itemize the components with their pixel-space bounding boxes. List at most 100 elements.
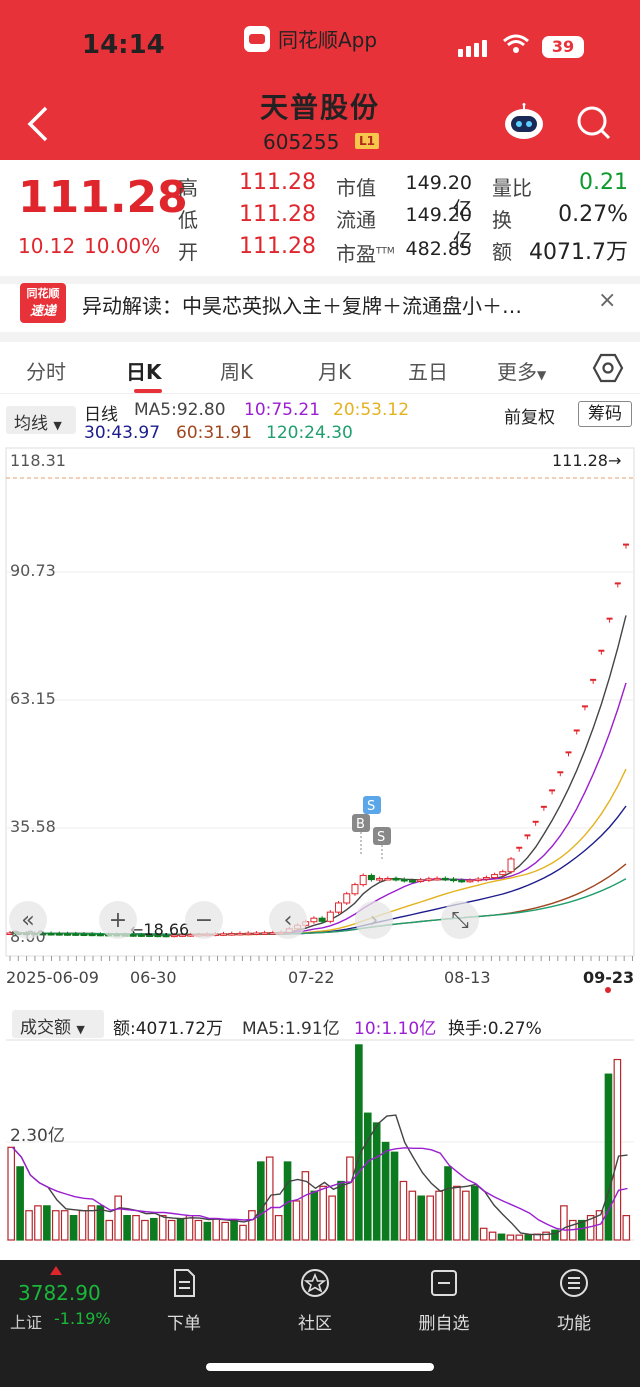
menu-icon <box>560 1269 588 1297</box>
next-button-bg <box>355 901 393 939</box>
indicator-dropdown-label: 均线 <box>14 414 48 434</box>
mcap-label: 市值 <box>336 176 376 200</box>
next-button-icon: › <box>370 908 379 933</box>
pan-left-button[interactable]: « <box>9 901 47 939</box>
candle <box>63 933 71 936</box>
candlestick-chart[interactable]: 118.31 90.73 63.15 35.58 8.00 111.28→ ←1… <box>0 446 640 1006</box>
home-indicator <box>206 1363 434 1371</box>
zoom-out-button-icon: − <box>195 908 213 933</box>
tab-day-k[interactable]: 日K <box>126 360 162 384</box>
pe-label-text: 市盈 <box>336 242 376 266</box>
candle <box>170 934 178 938</box>
volume-bar <box>105 1219 114 1241</box>
candle <box>326 911 334 922</box>
nav-remove-watchlist[interactable]: 删自选 <box>394 1268 494 1334</box>
y-label-3: 63.15 <box>10 689 56 708</box>
last-price: 111.28 <box>18 172 188 223</box>
back-icon[interactable] <box>24 104 54 144</box>
high-label: 高 <box>178 176 198 200</box>
tab-week-k[interactable]: 周K <box>220 360 254 384</box>
tab-five-day[interactable]: 五日 <box>408 360 448 384</box>
prev-button-icon: ‹ <box>284 908 293 933</box>
y-label-2: 90.73 <box>10 561 56 580</box>
candle <box>343 893 351 904</box>
news-logo-bottom: 速递 <box>29 304 56 319</box>
chips-button[interactable]: 筹码 <box>578 401 632 427</box>
volume-bar <box>212 1217 221 1241</box>
volume-bar <box>542 1231 550 1241</box>
signal-icon <box>458 40 487 57</box>
turnover-value: 0.27% <box>558 202 628 227</box>
x-label-end: 09-23 <box>583 968 634 987</box>
zoom-in-button[interactable]: + <box>99 901 137 939</box>
volume-ma-line <box>11 1146 628 1231</box>
news-banner[interactable] <box>0 276 640 332</box>
candle <box>376 878 384 881</box>
ai-assistant-icon[interactable] <box>503 103 545 141</box>
volume-bar <box>132 1215 140 1241</box>
volume-bar <box>488 1231 497 1241</box>
y-label-4: 35.58 <box>10 817 56 836</box>
ma120-value: 120:24.30 <box>266 423 353 443</box>
ma-line <box>9 615 627 936</box>
fullscreen-button-icon: ⤡ <box>451 908 469 933</box>
volume-bar <box>390 1151 399 1241</box>
nav-community[interactable]: 社区 <box>265 1268 365 1334</box>
stock-code: 605255 <box>263 130 340 154</box>
nav-order-label: 下单 <box>167 1314 201 1334</box>
candle <box>129 934 137 937</box>
volume-bar <box>96 1205 105 1241</box>
candle <box>154 934 162 938</box>
volume-bar <box>622 1215 631 1241</box>
volume-dropdown[interactable]: 成交额 ▼ <box>12 1010 104 1038</box>
tab-intraday[interactable]: 分时 <box>26 360 66 384</box>
vol-turnover: 换手:0.27% <box>448 1019 542 1039</box>
amount-label: 额 <box>492 240 512 264</box>
tab-more[interactable]: 更多▼ <box>497 356 546 385</box>
quote-panel <box>0 160 640 270</box>
app-name: 同花顺App <box>278 28 378 52</box>
next-button[interactable]: › <box>355 901 393 939</box>
zoom-out-button[interactable]: − <box>185 901 223 939</box>
index-value[interactable]: 3782.90 <box>18 1281 101 1305</box>
settings-hex-icon[interactable] <box>592 353 624 383</box>
news-text[interactable]: 异动解读：中昊芯英拟入主＋复牌＋流通盘小＋… <box>82 294 522 318</box>
search-icon[interactable] <box>576 105 612 141</box>
volume-bar <box>69 1215 78 1241</box>
vol-ratio-value: 0.21 <box>579 170 628 195</box>
volume-bar <box>167 1219 176 1241</box>
index-name[interactable]: 上证 <box>10 1313 43 1332</box>
volume-bar <box>470 1185 479 1241</box>
volume-bar <box>462 1190 470 1241</box>
volume-bar <box>265 1156 274 1241</box>
float-label: 流通 <box>336 208 376 232</box>
vol-ratio-label: 量比 <box>492 176 532 200</box>
nav-order[interactable]: 下单 <box>134 1268 234 1334</box>
volume-bar <box>310 1190 319 1241</box>
prev-button[interactable]: ‹ <box>269 901 307 939</box>
amount-value: 4071.7万 <box>529 240 628 265</box>
index-change[interactable]: -1.19% <box>54 1309 111 1328</box>
volume-chart[interactable]: 2.30亿 <box>0 1038 640 1250</box>
indicator-dropdown[interactable]: 均线 ▼ <box>6 406 76 434</box>
sell-marker-2-label: S <box>377 830 385 845</box>
volume-bar <box>248 1210 256 1241</box>
period-tabs <box>0 342 640 394</box>
status-time: 14:14 <box>82 30 165 60</box>
volume-bar <box>203 1221 212 1241</box>
tab-month-k[interactable]: 月K <box>318 360 352 384</box>
volume-bar <box>60 1210 69 1241</box>
nav-functions[interactable]: 功能 <box>524 1268 624 1334</box>
volume-bar <box>613 1058 622 1241</box>
volume-bar <box>185 1215 194 1241</box>
fullscreen-button[interactable]: ⤡ <box>441 901 479 939</box>
volume-dropdown-label: 成交额 <box>20 1018 71 1038</box>
adjust-mode[interactable]: 前复权 <box>504 408 555 428</box>
pe-value: 482.85 <box>405 238 472 260</box>
volume-bar <box>78 1210 87 1241</box>
volume-bar <box>444 1166 452 1241</box>
candle <box>88 933 96 937</box>
volume-bar <box>51 1210 60 1241</box>
candle <box>310 917 318 923</box>
close-icon[interactable]: × <box>598 288 617 313</box>
